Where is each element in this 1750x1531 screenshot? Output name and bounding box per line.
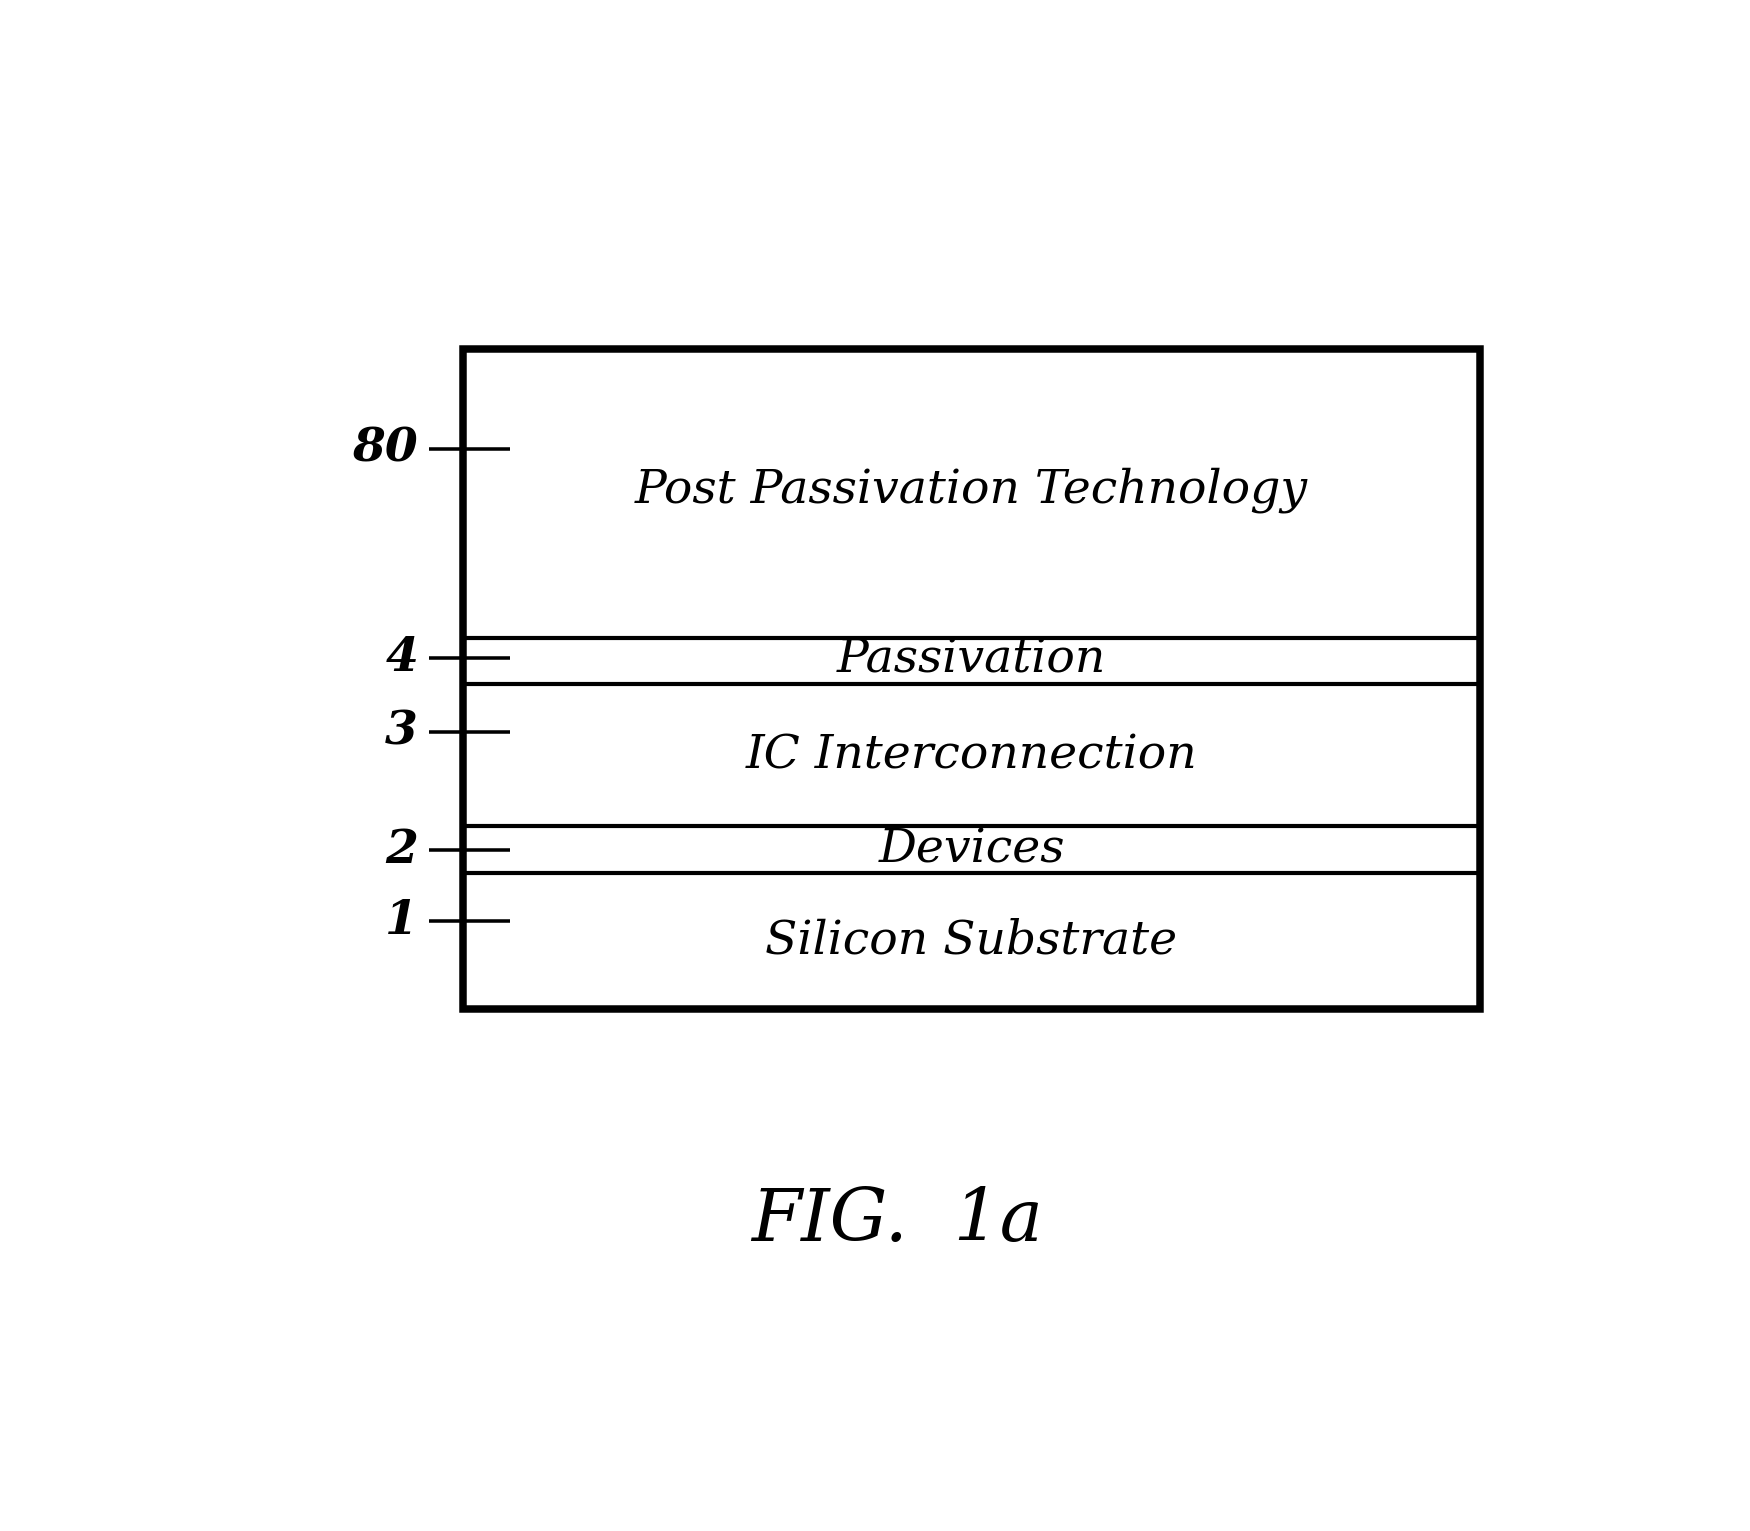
Text: IC Interconnection: IC Interconnection [746, 733, 1197, 778]
Text: 80: 80 [352, 426, 418, 472]
Bar [462, 349, 1480, 1009]
Text: Post Passivation Technology: Post Passivation Technology [635, 467, 1307, 513]
Text: 4: 4 [385, 635, 418, 681]
Text: 2: 2 [385, 827, 418, 873]
Text: 3: 3 [385, 709, 418, 755]
Text: FIG.  1a: FIG. 1a [751, 1187, 1043, 1257]
Text: Passivation: Passivation [836, 637, 1106, 683]
Text: Devices: Devices [878, 827, 1064, 873]
Text: Silicon Substrate: Silicon Substrate [765, 919, 1178, 963]
Text: 1: 1 [385, 897, 418, 943]
